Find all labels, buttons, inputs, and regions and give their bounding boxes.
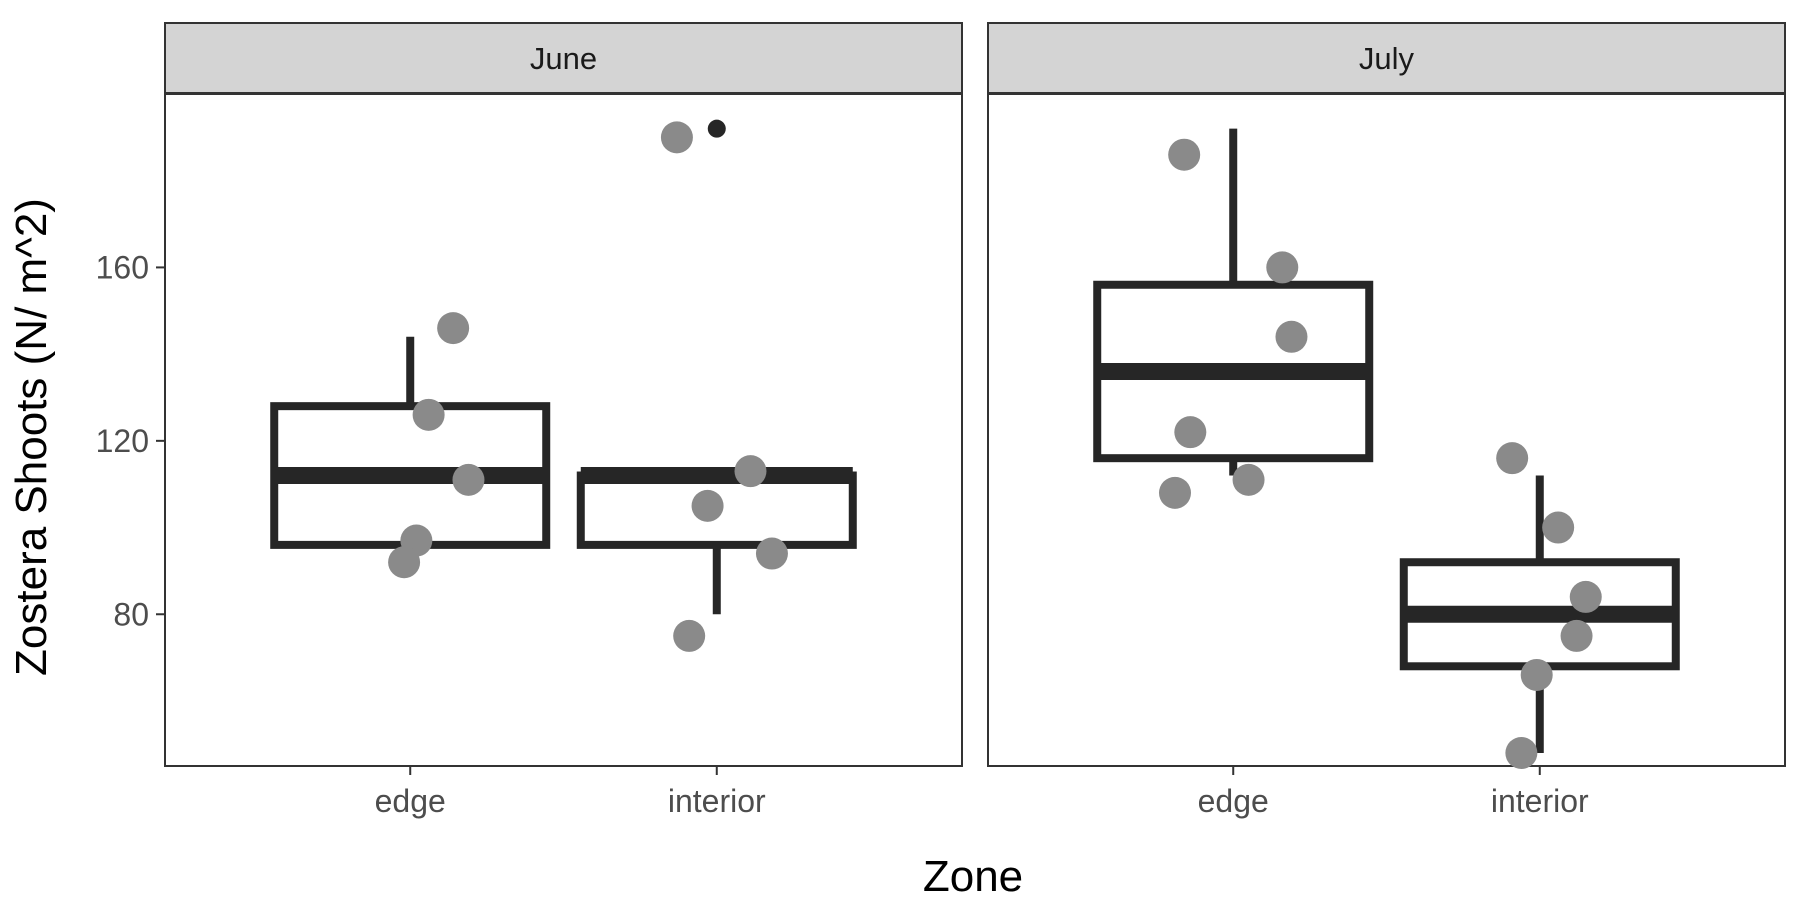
data-point xyxy=(1505,736,1538,769)
y-axis: 80 120 160 xyxy=(96,249,165,632)
box-interior xyxy=(576,119,857,652)
data-point xyxy=(1560,619,1593,652)
data-point xyxy=(755,537,788,570)
panel-background xyxy=(164,93,963,767)
data-point xyxy=(734,455,767,488)
data-point xyxy=(1266,251,1299,284)
facet-strip xyxy=(987,22,1786,94)
data-point xyxy=(673,619,706,652)
data-point xyxy=(1275,320,1308,353)
data-point xyxy=(1569,580,1602,613)
data-point xyxy=(437,312,470,345)
panel-background xyxy=(987,93,1786,767)
x-tick-label: interior xyxy=(1491,783,1589,819)
facet-strip-label: June xyxy=(530,41,597,76)
x-tick-label: edge xyxy=(1198,783,1269,819)
y-tick-label: 160 xyxy=(96,249,149,285)
outlier-point xyxy=(707,119,726,138)
box-interior xyxy=(1399,442,1680,769)
facet-strip-label: July xyxy=(1359,41,1415,76)
y-tick-label: 120 xyxy=(96,423,149,459)
data-point xyxy=(1496,442,1529,475)
data-point xyxy=(1174,416,1207,449)
data-point xyxy=(1158,476,1191,509)
data-point xyxy=(691,489,724,522)
data-point xyxy=(452,463,485,496)
x-axis-title: Zone xyxy=(923,852,1023,900)
box-edge xyxy=(270,312,551,579)
data-point xyxy=(1168,138,1201,171)
box-edge xyxy=(1093,128,1374,509)
x-tick-label: interior xyxy=(668,783,766,819)
data-point xyxy=(388,546,421,579)
x-tick-label: edge xyxy=(375,783,446,819)
y-axis-title: Zostera Shoots (N/ m^2) xyxy=(7,198,56,676)
data-point xyxy=(1232,463,1265,496)
data-point xyxy=(412,398,445,431)
y-tick-label: 80 xyxy=(113,596,149,632)
data-point xyxy=(1520,658,1553,691)
panel-june: June edge interior xyxy=(164,22,963,819)
data-point xyxy=(660,121,693,154)
data-point xyxy=(1542,511,1575,544)
panel-july: July edge interior xyxy=(987,22,1786,819)
facet-strip xyxy=(164,22,963,94)
facet-panels: June edge interior July edge interior xyxy=(164,22,1786,819)
